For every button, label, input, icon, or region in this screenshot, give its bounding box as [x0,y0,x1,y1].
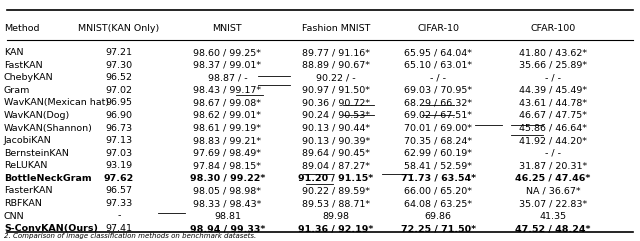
Text: FasterKAN: FasterKAN [4,187,52,195]
Text: 98.30 / 99.22*: 98.30 / 99.22* [189,174,265,183]
Text: 65.10 / 63.01*: 65.10 / 63.01* [404,61,472,70]
Text: WavKAN(Dog): WavKAN(Dog) [4,111,70,120]
Text: 93.19: 93.19 [105,161,132,170]
Text: 97.69 / 98.49*: 97.69 / 98.49* [193,149,261,158]
Text: 89.04 / 87.27*: 89.04 / 87.27* [302,161,370,170]
Text: 90.13 / 90.44*: 90.13 / 90.44* [302,124,370,133]
Text: 41.80 / 43.62*: 41.80 / 43.62* [519,48,587,57]
Text: CFAR-100: CFAR-100 [531,24,576,33]
Text: 31.87 / 20.31*: 31.87 / 20.31* [519,161,588,170]
Text: 97.30: 97.30 [105,61,132,70]
Text: 97.03: 97.03 [105,149,132,158]
Text: 35.07 / 22.83*: 35.07 / 22.83* [519,199,588,208]
Text: 69.86: 69.86 [425,212,452,221]
Text: 88.89 / 90.67*: 88.89 / 90.67* [302,61,370,70]
Text: WavKAN(Mexican hat): WavKAN(Mexican hat) [4,98,109,107]
Text: ChebyKAN: ChebyKAN [4,73,54,82]
Text: - / -: - / - [545,73,561,82]
Text: 98.94 / 99.33*: 98.94 / 99.33* [189,224,265,233]
Text: CIFAR-10: CIFAR-10 [417,24,459,33]
Text: 62.99 / 60.19*: 62.99 / 60.19* [404,149,472,158]
Text: 90.22 / 89.59*: 90.22 / 89.59* [302,187,370,195]
Text: NA / 36.67*: NA / 36.67* [526,187,580,195]
Text: 90.13 / 90.39*: 90.13 / 90.39* [302,136,370,145]
Text: 66.00 / 65.20*: 66.00 / 65.20* [404,187,472,195]
Text: WavKAN(Shannon): WavKAN(Shannon) [4,124,93,133]
Text: 65.95 / 64.04*: 65.95 / 64.04* [404,48,472,57]
Text: 46.25 / 47.46*: 46.25 / 47.46* [515,174,591,183]
Text: 97.84 / 98.15*: 97.84 / 98.15* [193,161,261,170]
Text: MNIST: MNIST [212,24,242,33]
Text: 98.61 / 99.19*: 98.61 / 99.19* [193,124,261,133]
Text: 41.35: 41.35 [540,212,566,221]
Text: 96.73: 96.73 [105,124,132,133]
Text: 96.90: 96.90 [106,111,132,120]
Text: BottleNeckGram: BottleNeckGram [4,174,92,183]
Text: MNIST(KAN Only): MNIST(KAN Only) [78,24,159,33]
Text: 70.01 / 69.00*: 70.01 / 69.00* [404,124,472,133]
Text: 89.77 / 91.16*: 89.77 / 91.16* [302,48,370,57]
Text: 97.41: 97.41 [106,224,132,233]
Text: Gram: Gram [4,86,30,95]
Text: S-ConvKAN(Ours): S-ConvKAN(Ours) [4,224,98,233]
Text: 98.83 / 99.21*: 98.83 / 99.21* [193,136,262,145]
Text: 96.57: 96.57 [106,187,132,195]
Text: 69.03 / 70.95*: 69.03 / 70.95* [404,86,472,95]
Text: 47.52 / 48.24*: 47.52 / 48.24* [515,224,591,233]
Text: 45.86 / 46.64*: 45.86 / 46.64* [519,124,587,133]
Text: 98.81: 98.81 [214,212,241,221]
Text: -: - [117,212,120,221]
Text: 91.20 / 91.15*: 91.20 / 91.15* [298,174,374,183]
Text: 97.13: 97.13 [105,136,132,145]
Text: 98.62 / 99.01*: 98.62 / 99.01* [193,111,261,120]
Text: 98.33 / 98.43*: 98.33 / 98.43* [193,199,262,208]
Text: 90.36 / 90.72*: 90.36 / 90.72* [302,98,370,107]
Text: 90.22 / -: 90.22 / - [316,73,356,82]
Text: 98.37 / 99.01*: 98.37 / 99.01* [193,61,262,70]
Text: 70.35 / 68.24*: 70.35 / 68.24* [404,136,472,145]
Text: 90.24 / 90.53*: 90.24 / 90.53* [302,111,370,120]
Text: 46.67 / 47.75*: 46.67 / 47.75* [519,111,587,120]
Text: 43.61 / 44.78*: 43.61 / 44.78* [519,98,587,107]
Text: 41.92 / 44.20*: 41.92 / 44.20* [519,136,587,145]
Text: 97.62: 97.62 [104,174,134,183]
Text: 97.02: 97.02 [106,86,132,95]
Text: 90.97 / 91.50*: 90.97 / 91.50* [302,86,370,95]
Text: CNN: CNN [4,212,24,221]
Text: 98.67 / 99.08*: 98.67 / 99.08* [193,98,261,107]
Text: 35.66 / 25.89*: 35.66 / 25.89* [519,61,587,70]
Text: Fashion MNIST: Fashion MNIST [302,24,370,33]
Text: 44.39 / 45.49*: 44.39 / 45.49* [519,86,587,95]
Text: 98.05 / 98.98*: 98.05 / 98.98* [193,187,261,195]
Text: - / -: - / - [545,149,561,158]
Text: 98.60 / 99.25*: 98.60 / 99.25* [193,48,261,57]
Text: 71.73 / 63.54*: 71.73 / 63.54* [401,174,476,183]
Text: RBFKAN: RBFKAN [4,199,42,208]
Text: 64.08 / 63.25*: 64.08 / 63.25* [404,199,472,208]
Text: 69.02 / 67.51*: 69.02 / 67.51* [404,111,472,120]
Text: 58.41 / 52.59*: 58.41 / 52.59* [404,161,472,170]
Text: FastKAN: FastKAN [4,61,42,70]
Text: BernsteinKAN: BernsteinKAN [4,149,68,158]
Text: ReLUKAN: ReLUKAN [4,161,47,170]
Text: 98.87 / -: 98.87 / - [207,73,247,82]
Text: 97.33: 97.33 [105,199,132,208]
Text: - / -: - / - [430,73,446,82]
Text: 97.21: 97.21 [106,48,132,57]
Text: 2. Comparison of image classification methods on benchmark datasets.: 2. Comparison of image classification me… [4,233,256,239]
Text: JacobiKAN: JacobiKAN [4,136,52,145]
Text: Method: Method [4,24,40,33]
Text: 98.43 / 99.17*: 98.43 / 99.17* [193,86,262,95]
Text: KAN: KAN [4,48,24,57]
Text: 72.25 / 71.50*: 72.25 / 71.50* [401,224,476,233]
Text: 68.29 / 66.32*: 68.29 / 66.32* [404,98,472,107]
Text: 96.52: 96.52 [106,73,132,82]
Text: 89.64 / 90.45*: 89.64 / 90.45* [302,149,370,158]
Text: 89.53 / 88.71*: 89.53 / 88.71* [302,199,370,208]
Text: 91.36 / 92.19*: 91.36 / 92.19* [298,224,374,233]
Text: 89.98: 89.98 [323,212,349,221]
Text: 96.95: 96.95 [106,98,132,107]
